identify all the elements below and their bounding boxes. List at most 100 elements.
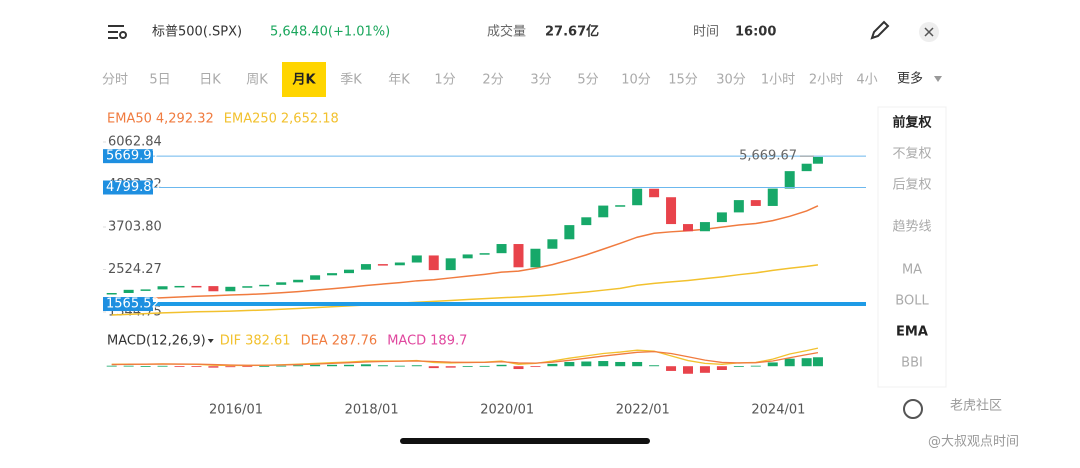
candle: [106, 292, 117, 295]
candle: [123, 289, 134, 293]
ema-line: [111, 264, 819, 316]
candle: [666, 197, 677, 225]
side-panel: [877, 106, 947, 388]
tab[interactable]: 周K: [246, 73, 268, 88]
side-option[interactable]: 不复权: [892, 146, 931, 162]
legend-value: 4,292.32: [156, 112, 214, 127]
tab[interactable]: 日K: [199, 73, 221, 88]
y-tick-label: 3703.80: [108, 219, 162, 234]
candle: [479, 253, 490, 255]
macd-bar: [496, 364, 507, 367]
candle: [411, 255, 422, 263]
macd-bar: [699, 366, 710, 373]
brand: 老虎社区: [950, 398, 1002, 414]
side-option[interactable]: 趋势线: [892, 219, 931, 235]
macd-bar: [598, 361, 609, 367]
tab[interactable]: 年K: [388, 73, 410, 88]
candle: [581, 217, 592, 226]
macd-bar: [462, 366, 473, 368]
tab[interactable]: 3分: [530, 73, 551, 88]
macd-bar: [157, 365, 168, 367]
candle: [812, 156, 823, 164]
macd-bar: [683, 366, 693, 374]
quote: 5,648.40(+1.01%): [270, 25, 390, 40]
macd-bar: [310, 364, 321, 367]
macd-bar: [174, 366, 185, 368]
x-tick-label: 2022/01: [616, 403, 670, 418]
macd-bar: [632, 361, 643, 367]
candle: [428, 255, 439, 271]
candle: [191, 285, 202, 288]
macd-bar: [123, 365, 134, 367]
macd-bar: [106, 365, 117, 367]
macd-bar: [191, 366, 202, 368]
candle: [801, 163, 812, 172]
tab[interactable]: 30分: [716, 73, 746, 88]
side-option[interactable]: MA: [902, 263, 922, 278]
tab[interactable]: 1分: [434, 73, 455, 88]
x-tick-label: 2016/01: [209, 403, 263, 418]
close-button[interactable]: [919, 22, 939, 42]
macd-bar: [801, 358, 812, 367]
legend-value: 2,652.18: [281, 112, 339, 127]
side-option[interactable]: BOLL: [895, 294, 929, 309]
volume-label: 成交量: [487, 24, 526, 40]
macd-bar: [615, 361, 626, 367]
tab[interactable]: 10分: [621, 73, 651, 88]
candle: [767, 188, 778, 206]
x-tick-label: 2020/01: [480, 403, 534, 418]
tab[interactable]: 季K: [340, 73, 362, 88]
side-option[interactable]: EMA: [896, 325, 928, 340]
candle: [683, 224, 693, 232]
candle: [496, 244, 507, 254]
edit-icon[interactable]: [870, 20, 890, 40]
tab[interactable]: 1小时: [761, 73, 795, 88]
macd-bar: [140, 366, 151, 367]
volume: 27.67亿: [545, 24, 599, 40]
macd-title: MACD(12,26,9): [107, 334, 206, 349]
price-tag-label: 5669.97: [106, 149, 160, 164]
more-tab[interactable]: 更多: [897, 71, 923, 87]
macd-bar: [360, 364, 371, 367]
side-option[interactable]: BBI: [901, 356, 923, 371]
menu-icon[interactable]: [108, 25, 127, 39]
legend-name: EMA250: [224, 112, 277, 127]
macd-bar: [394, 365, 405, 367]
legend-name: EMA50: [107, 112, 152, 127]
tab[interactable]: 4小: [856, 73, 877, 88]
side-option[interactable]: 后复权: [892, 177, 931, 193]
candle: [310, 275, 321, 280]
tab[interactable]: 2小时: [809, 73, 843, 88]
candle: [462, 254, 473, 259]
macd-name: DEA: [301, 334, 328, 349]
tab[interactable]: 分时: [102, 73, 128, 88]
macd-bar: [242, 366, 253, 368]
candle: [547, 239, 558, 249]
price-tag-label: 4799.80: [106, 180, 160, 195]
macd-bar: [293, 365, 304, 367]
macd-bar: [733, 366, 744, 368]
tab[interactable]: 2分: [482, 73, 503, 88]
macd-bar: [428, 366, 439, 369]
macd-value: 382.61: [245, 334, 291, 349]
side-option[interactable]: 前复权: [892, 115, 932, 131]
tab[interactable]: 15分: [668, 73, 698, 88]
macd-bar: [750, 365, 761, 367]
candle: [784, 171, 795, 189]
macd-bar: [767, 362, 778, 367]
tab[interactable]: 5分: [577, 73, 598, 88]
tab[interactable]: 月K: [291, 73, 316, 88]
price-tag: [103, 180, 153, 195]
price-tag: [103, 149, 153, 164]
macd-bar: [259, 366, 270, 368]
macd-bar: [327, 364, 338, 367]
candle: [140, 289, 151, 291]
x-tick-label: 2024/01: [751, 403, 805, 418]
price-tag-label: 1565.52: [106, 297, 160, 312]
macd-bar: [784, 358, 795, 367]
x-tick-label: 2018/01: [345, 403, 399, 418]
tab[interactable]: 5日: [149, 73, 170, 88]
candle: [699, 222, 710, 232]
candle: [598, 205, 609, 218]
macd-bar: [411, 365, 422, 367]
